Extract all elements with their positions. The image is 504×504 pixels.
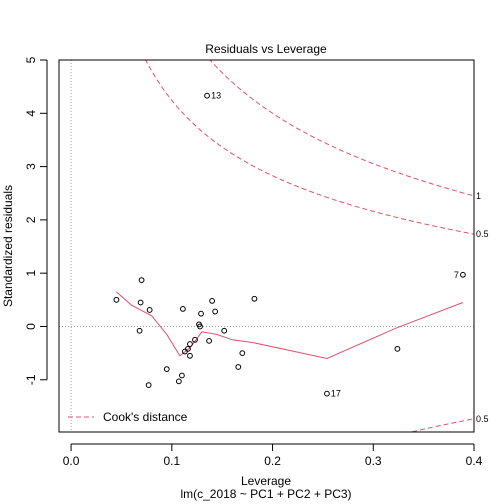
smooth-line-layer	[116, 291, 464, 359]
x-tick-label: 0.4	[466, 454, 483, 468]
legend: Cook's distance	[68, 410, 188, 424]
chart-subtitle: lm(c_2018 ~ PC1 + PC2 + PC3)	[180, 487, 351, 501]
y-tick-label: -1	[24, 374, 38, 385]
x-tick-label: 0.2	[264, 454, 281, 468]
data-point	[239, 350, 246, 357]
point-id-label: 13	[211, 91, 221, 101]
cooks-level-label: 1	[476, 191, 481, 201]
y-tick-label: 3	[24, 163, 38, 170]
chart-title: Residuals vs Leverage	[205, 42, 327, 56]
smooth-line	[116, 291, 464, 359]
y-tick-label: 4	[24, 110, 38, 117]
cooks-level-label: 0.5	[476, 414, 489, 424]
x-axis-label: Leverage	[241, 474, 291, 488]
data-point	[324, 390, 330, 397]
data-point	[113, 296, 120, 303]
point-id-label: 7	[454, 270, 459, 280]
data-point	[138, 277, 145, 284]
data-point	[209, 297, 216, 304]
point-labels: 0.5 0.5 1 13 17 7	[211, 91, 488, 424]
data-point	[136, 327, 143, 334]
data-point	[197, 323, 203, 330]
data-point	[163, 366, 170, 373]
data-point	[187, 352, 193, 359]
data-point	[198, 310, 204, 317]
data-point	[179, 305, 186, 312]
x-tick-label: 0.1	[163, 454, 180, 468]
point-id-label: 17	[331, 389, 341, 399]
data-point	[204, 92, 210, 99]
cooks-distance-contours	[145, 60, 474, 432]
cooks-contour-1-upper	[209, 60, 474, 197]
reference-lines	[59, 60, 474, 432]
data-point	[137, 299, 144, 306]
data-point	[221, 327, 228, 334]
data-point	[146, 307, 153, 313]
data-point	[187, 341, 193, 347]
data-point	[145, 382, 152, 389]
data-point	[212, 308, 219, 315]
y-tick-label: 1	[24, 270, 38, 277]
y-axis-label: Standardized residuals	[1, 185, 15, 307]
data-point	[251, 295, 258, 302]
data-point	[206, 337, 212, 344]
plot-frame	[58, 59, 475, 433]
data-point	[185, 345, 191, 352]
data-point	[460, 271, 466, 278]
data-point	[192, 336, 198, 343]
cooks-level-label: 0.5	[476, 229, 489, 239]
data-point	[178, 372, 185, 379]
data-point	[175, 378, 182, 385]
x-axis: 0.0 0.1 0.2 0.3 0.4	[63, 443, 483, 468]
data-point	[394, 345, 401, 352]
x-tick-label: 0.3	[365, 454, 382, 468]
y-axis: -1 0 1 2 3 4 5	[24, 56, 48, 385]
data-points	[113, 92, 466, 397]
data-point	[235, 364, 242, 370]
cooks-contour-0.5-upper	[145, 60, 474, 235]
legend-label: Cook's distance	[103, 410, 188, 424]
x-tick-label: 0.0	[63, 454, 80, 468]
y-tick-label: 0	[24, 323, 38, 330]
y-tick-label: 5	[24, 56, 38, 63]
y-tick-label: 2	[24, 216, 38, 223]
